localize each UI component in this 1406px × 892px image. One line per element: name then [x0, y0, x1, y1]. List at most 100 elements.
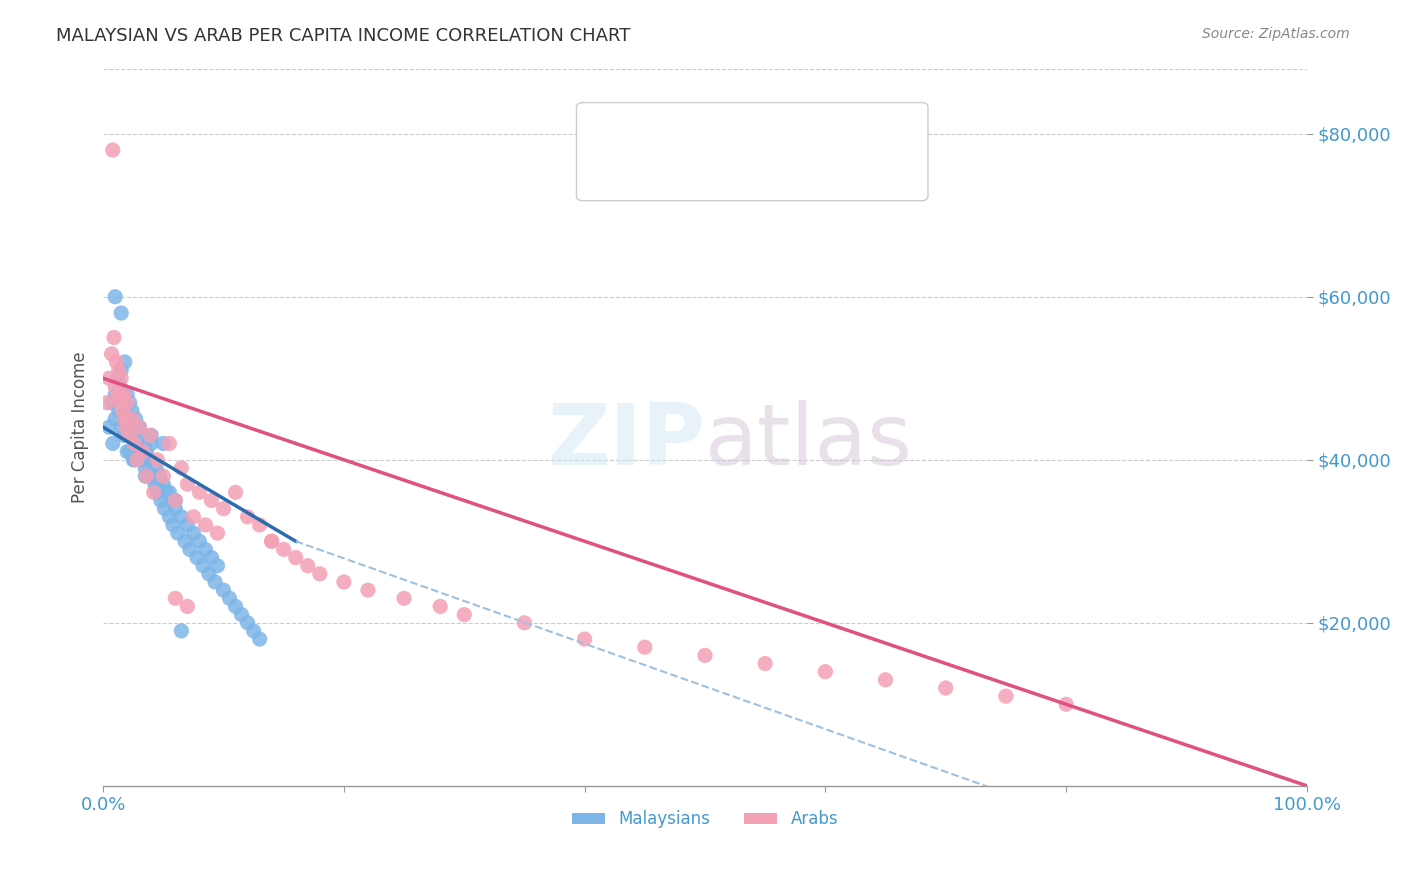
Point — [135, 469, 157, 483]
Point — [198, 566, 221, 581]
Point — [115, 387, 138, 401]
Text: Source: ZipAtlas.com: Source: ZipAtlas.com — [1202, 27, 1350, 41]
Point — [200, 493, 222, 508]
Point — [104, 387, 127, 401]
Point — [110, 363, 132, 377]
Point — [308, 566, 330, 581]
Point — [103, 330, 125, 344]
Text: R = -0.508   N = 63: R = -0.508 N = 63 — [647, 156, 810, 174]
Point — [104, 412, 127, 426]
Point — [183, 526, 205, 541]
Point — [170, 461, 193, 475]
Point — [115, 444, 138, 458]
Point — [149, 469, 172, 483]
Point — [115, 395, 138, 409]
Point — [125, 436, 148, 450]
Point — [284, 550, 307, 565]
Point — [152, 469, 174, 483]
Point — [194, 518, 217, 533]
Point — [513, 615, 536, 630]
Point — [157, 485, 180, 500]
Point — [157, 509, 180, 524]
Point — [236, 615, 259, 630]
Point — [693, 648, 716, 663]
Point — [162, 518, 184, 533]
Point — [118, 444, 141, 458]
Point — [249, 632, 271, 646]
Text: ZIP: ZIP — [547, 400, 704, 483]
Point — [225, 485, 247, 500]
Point — [124, 452, 146, 467]
Point — [453, 607, 475, 622]
Point — [188, 534, 211, 549]
Point — [146, 452, 169, 467]
Point — [218, 591, 240, 606]
Point — [166, 526, 188, 541]
Point — [225, 599, 247, 614]
Point — [634, 640, 657, 655]
Point — [429, 599, 451, 614]
Point — [128, 420, 150, 434]
Point — [118, 428, 141, 442]
Point — [297, 558, 319, 573]
Point — [176, 477, 198, 491]
Point — [98, 371, 121, 385]
Point — [143, 477, 166, 491]
Point — [111, 395, 134, 409]
Point — [212, 501, 235, 516]
Point — [121, 404, 143, 418]
Point — [145, 461, 167, 475]
Point — [179, 542, 201, 557]
Point — [156, 485, 179, 500]
Point — [141, 428, 163, 442]
Point — [124, 412, 146, 426]
Point — [121, 412, 143, 426]
Point — [100, 395, 122, 409]
Point — [118, 395, 141, 409]
Point — [149, 493, 172, 508]
Point — [134, 461, 156, 475]
Point — [115, 420, 138, 434]
Point — [165, 501, 187, 516]
Point — [110, 371, 132, 385]
Point — [186, 550, 208, 565]
Point — [128, 420, 150, 434]
Point — [139, 428, 162, 442]
Point — [152, 477, 174, 491]
Point — [110, 306, 132, 320]
Point — [200, 550, 222, 565]
Point — [132, 452, 155, 467]
Point — [249, 518, 271, 533]
Point — [935, 681, 957, 695]
Point — [141, 436, 163, 450]
Point — [157, 436, 180, 450]
Point — [165, 493, 187, 508]
Point — [115, 428, 138, 442]
Point — [174, 534, 197, 549]
Point — [124, 436, 146, 450]
Point — [98, 420, 121, 434]
Point — [131, 428, 153, 442]
Point — [100, 347, 122, 361]
Point — [188, 485, 211, 500]
Point — [994, 689, 1017, 703]
Text: atlas: atlas — [704, 400, 912, 483]
Point — [153, 501, 176, 516]
Point — [191, 558, 214, 573]
Point — [132, 444, 155, 458]
Point — [357, 583, 380, 598]
Point — [101, 436, 124, 450]
Point — [207, 526, 229, 541]
Point — [204, 574, 226, 589]
Point — [176, 599, 198, 614]
Point — [107, 363, 129, 377]
Point — [183, 509, 205, 524]
Point — [112, 387, 135, 401]
Point — [135, 444, 157, 458]
Point — [207, 558, 229, 573]
Point — [160, 493, 183, 508]
Point — [333, 574, 356, 589]
Point — [128, 420, 150, 434]
Point — [117, 412, 139, 426]
Point — [138, 452, 160, 467]
